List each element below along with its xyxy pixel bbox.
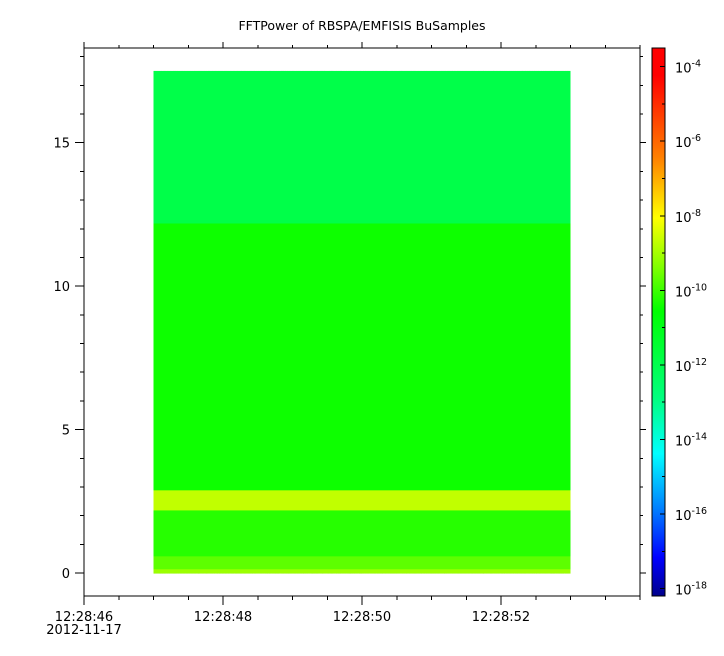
x-tick-label: 12:28:46 [55,610,113,625]
x-tick-label: 12:28:48 [194,610,252,625]
colorbar [651,47,666,597]
y-tick-label: 0 [62,567,70,582]
spectrogram-band-5 [153,70,571,224]
colorbar-tick-label: 10-12 [675,357,707,375]
y-tick-label: 10 [53,280,70,295]
spectrogram-band-4 [153,223,571,491]
spectrogram-band-2 [153,509,571,557]
y-axis: 0 5 10 15 [53,56,646,582]
spectrogram-band-3 [153,489,571,511]
colorbar-tick-label: 10-6 [675,133,701,151]
x-tick-label: 12:28:50 [333,610,391,625]
chart-title: FFTPower of RBSPA/EMFISIS BuSamples [238,18,485,33]
colorbar-tick-label: 10-18 [675,581,707,599]
colorbar-tick-label: 10-8 [675,208,701,226]
y-tick-label: 5 [62,424,70,439]
colorbar-tick-label: 10-16 [675,506,707,524]
colorbar-tick-label: 10-10 [675,282,707,300]
colorbar-tick-label: 10-14 [675,431,707,449]
spectrogram-band-1 [153,555,571,570]
colorbar-axis: 10-4 10-6 10-8 10-10 10-12 10-14 10-16 10-18 [660,59,707,599]
x-tick-date-label: 2012-11-17 [46,623,122,638]
colorbar-tick-label: 10-4 [675,59,701,77]
x-tick-label: 12:28:52 [472,610,530,625]
y-tick-label: 15 [53,137,70,152]
spectrogram-band-0 [153,568,571,574]
spectrogram-heatmap [153,70,571,574]
